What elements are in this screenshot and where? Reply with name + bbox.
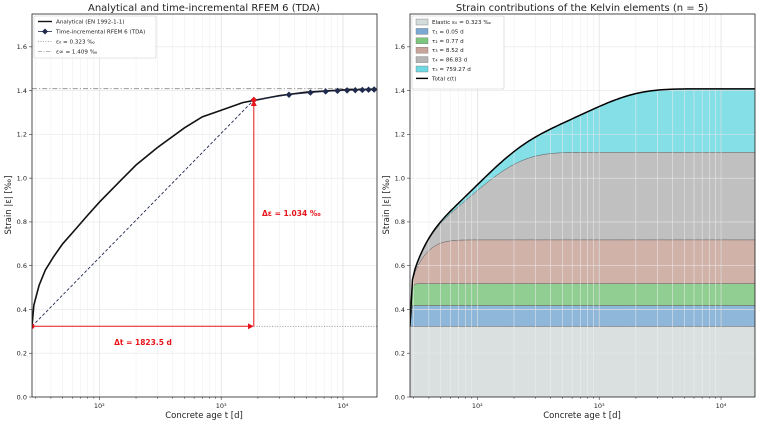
right-x-tick-label: 10³: [594, 402, 605, 410]
right-x-tick-label: 10⁴: [716, 402, 727, 410]
legend-band-swatch-3: [415, 47, 429, 54]
tda-point-marker: [285, 91, 293, 98]
tda-point-marker: [370, 86, 377, 93]
right-y-tick-label: 1.2: [395, 131, 405, 139]
left-y-tick-label: 0.2: [17, 350, 27, 358]
left-legend: Analytical (EN 1992-1-1) Time-incrementa…: [33, 15, 157, 59]
left-y-tick-label: 1.4: [17, 87, 27, 95]
legend-band-swatch-1: [415, 28, 429, 35]
tda-line: [253, 89, 375, 101]
tda-point-marker: [359, 86, 366, 94]
left-y-axis-label: Strain |ε| [‰]: [4, 176, 14, 235]
legend-tda-marker: [42, 28, 48, 35]
legend-band-label-6: Total ε(t): [431, 76, 456, 82]
right-x-axis-label: Concrete age t [d]: [543, 411, 621, 421]
legend-band-swatch-0: [415, 18, 429, 26]
left-legend-box: [33, 15, 157, 59]
legend-band-swatch-2: [415, 37, 429, 44]
legend-band-swatch-5: [415, 65, 429, 73]
left-grid: [32, 14, 377, 398]
legend-eps0-label: ε₀ = 0.323 ‰: [56, 40, 95, 46]
total-strain-curve: [410, 88, 755, 327]
right-y-tick-label: 0.4: [395, 306, 405, 314]
tda-point-marker: [334, 87, 341, 95]
legend-band-label-1: τ₁ = 0.05 d: [432, 29, 464, 35]
left-y-tick-label: 1.0: [17, 174, 27, 182]
right-y-tick-label: 1.4: [395, 87, 405, 95]
legend-band-label-4: τ₄ = 86.83 d: [432, 58, 468, 64]
left-axes-frame: [31, 13, 378, 398]
left-panel: Analytical and time-incremental RFEM 6 (…: [4, 3, 378, 421]
legend-band-label-5: τ₅ = 759.27 d: [432, 67, 471, 73]
start-point-marker: [32, 323, 35, 329]
right-y-tick-label: 0.0: [395, 393, 405, 401]
tda-point-marker: [365, 86, 372, 93]
legend-epsinf-label: ε∞ = 1.409 ‰: [56, 50, 98, 56]
left-x-axis-label: Concrete age t [d]: [165, 411, 243, 421]
legend-band-label-3: τ₃ = 8.52 d: [432, 48, 464, 54]
left-plot-area: [32, 86, 377, 330]
left-annotations: Δε = 1.034 ‰ Δt = 1823.5 d: [114, 209, 321, 347]
tda-point-marker: [343, 87, 351, 94]
left-y-tick-label: 0.8: [17, 218, 27, 226]
kelvin-band-1: [410, 305, 755, 327]
right-y-tick-label: 0.8: [395, 218, 405, 226]
analytical-curve: [32, 88, 377, 327]
legend-band-swatch-4: [415, 56, 429, 63]
left-y-tick-label: 0.4: [17, 306, 27, 314]
left-y-tick-label: 0.0: [17, 393, 27, 401]
tda-point-marker: [307, 89, 314, 96]
legend-band-label-2: τ₂ = 0.77 d: [432, 39, 464, 45]
right-chart-title: Strain contributions of the Kelvin eleme…: [456, 3, 708, 14]
delta-eps-label: Δε = 1.034 ‰: [262, 209, 321, 218]
right-total-line: [410, 88, 755, 327]
left-y-tick-label: 1.6: [17, 43, 27, 51]
right-y-tick-label: 0.6: [395, 262, 405, 270]
left-y-tick-label: 1.2: [17, 131, 27, 139]
right-ticks: 0.0 0.2 0.4 0.6 0.8 1.0 1.2 1.4 1.6 10² 10³ 10⁴: [395, 43, 727, 410]
delta-t-label: Δt = 1823.5 d: [114, 338, 172, 347]
legend-analytical-label: Analytical (EN 1992-1-1): [56, 20, 125, 26]
left-x-tick-label: 10⁴: [338, 402, 349, 410]
tda-first-step-chord: [32, 99, 255, 327]
tda-point-marker: [322, 88, 329, 95]
right-y-tick-label: 1.6: [395, 43, 405, 51]
left-y-tick-label: 0.6: [17, 262, 27, 270]
right-y-tick-label: 0.2: [395, 350, 405, 358]
right-y-axis-label: Strain |ε| [‰]: [382, 176, 392, 235]
kelvin-band-0: [410, 326, 755, 397]
left-x-tick-label: 10³: [216, 402, 227, 410]
tda-point-marker: [352, 86, 359, 94]
right-legend-box: [411, 15, 505, 90]
legend-band-label-0: Elastic ε₀ = 0.323 ‰: [432, 20, 491, 26]
right-axes-frame: [409, 13, 756, 398]
right-panel: Strain contributions of the Kelvin eleme…: [382, 3, 756, 421]
right-x-tick-label: 10²: [472, 402, 483, 410]
right-legend: Elastic ε₀ = 0.323 ‰ τ₁ = 0.05 d τ₂ = 0.77…: [411, 15, 505, 90]
left-x-tick-label: 10²: [94, 402, 105, 410]
right-plot-area: [410, 88, 755, 397]
left-chart-title: Analytical and time-incremental RFEM 6 (…: [88, 3, 320, 14]
tda-first-point-highlight: [250, 96, 258, 104]
left-ticks: 0.0 0.2 0.4 0.6 0.8 1.0 1.2 1.4 1.6 10² 10³ 10⁴: [17, 43, 349, 410]
right-y-tick-label: 1.0: [395, 174, 405, 182]
legend-tda-label: Time-incremental RFEM 6 (TDA): [55, 30, 145, 36]
